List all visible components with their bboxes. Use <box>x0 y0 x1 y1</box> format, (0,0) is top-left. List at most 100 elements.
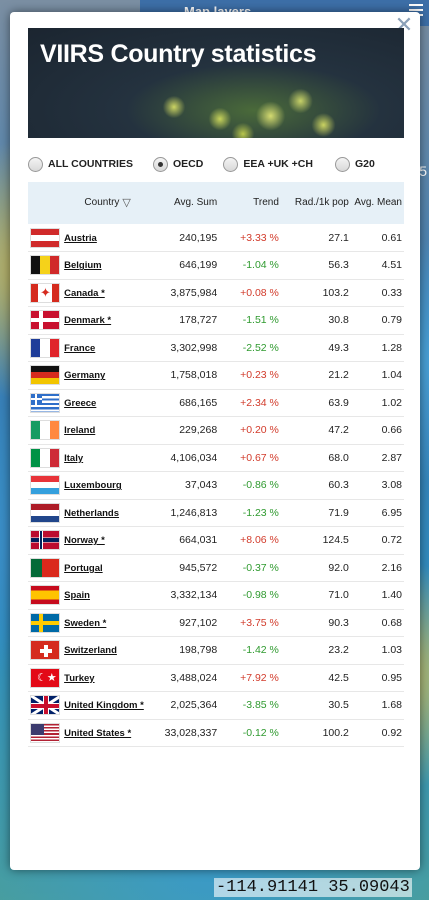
avg-sum-cell: 229,268 <box>151 416 220 445</box>
country-link[interactable]: Netherlands <box>64 507 120 519</box>
country-link[interactable]: Germany <box>64 370 106 382</box>
table-row[interactable]: United States * 33,028,337 -0.12 % 100.2 0.9… <box>28 719 404 747</box>
flag-cell <box>28 581 65 610</box>
country-link[interactable]: Belgium <box>64 260 102 272</box>
table-row[interactable]: Netherlands 1,246,813 -1.23 % 71.9 6.95 <box>28 499 404 527</box>
avg-sum-cell: 37,043 <box>151 471 220 500</box>
column-header-country[interactable]: Country ▽ <box>64 182 151 224</box>
table-row[interactable]: United Kingdom * 2,025,364 -3.85 % 30.5 1.68 <box>28 691 404 720</box>
radio-g20[interactable] <box>334 156 350 172</box>
avg-sum-cell: 3,875,984 <box>151 279 220 307</box>
table-row[interactable]: Luxembourg 37,043 -0.86 % 60.3 3.08 <box>28 471 404 500</box>
filter-oecd[interactable]: OECD <box>152 156 203 172</box>
country-link[interactable]: United States * <box>64 727 132 739</box>
flag-icon <box>30 530 60 551</box>
trend-cell: +3.33 % <box>219 224 283 252</box>
country-link[interactable]: Denmark * <box>64 315 112 327</box>
avg-sum-cell: 240,195 <box>151 224 220 252</box>
trend-cell: +7.92 % <box>219 664 283 692</box>
trend-cell: -2.52 % <box>219 334 283 362</box>
rad-pop-cell: 68.0 <box>282 444 351 472</box>
country-link[interactable]: Sweden * <box>64 617 107 629</box>
country-link[interactable]: Portugal <box>64 562 103 574</box>
rad-pop-cell: 56.3 <box>282 251 351 280</box>
avg-mean-cell: 0.92 <box>350 719 404 747</box>
trend-cell: -1.51 % <box>219 306 283 335</box>
column-header-avg-mean[interactable]: Avg. Mean <box>354 197 402 208</box>
table-row[interactable]: Switzerland 198,798 -1.42 % 23.2 1.03 <box>28 636 404 665</box>
avg-mean-cell: 0.72 <box>350 526 404 555</box>
table-row[interactable]: Norway * 664,031 +8.06 % 124.5 0.72 <box>28 526 404 555</box>
flag-icon <box>30 365 60 386</box>
filter-eea-uk-ch[interactable]: EEA +UK +CH <box>223 156 313 172</box>
filter-all-countries[interactable]: ALL COUNTRIES <box>28 156 133 172</box>
country-link[interactable]: France <box>64 342 96 354</box>
column-header-avg-sum[interactable]: Avg. Sum <box>174 197 218 208</box>
country-link[interactable]: Canada * <box>64 287 105 299</box>
flag-icon <box>30 447 60 468</box>
flag-cell <box>28 526 65 555</box>
country-cell: France <box>64 334 152 362</box>
filter-icon[interactable]: ▽ <box>122 197 131 209</box>
table-row[interactable]: Italy 4,106,034 +0.67 % 68.0 2.87 <box>28 444 404 472</box>
avg-sum-cell: 3,302,998 <box>151 334 220 362</box>
avg-sum-cell: 686,165 <box>151 389 220 417</box>
table-row[interactable]: Greece 686,165 +2.34 % 63.9 1.02 <box>28 389 404 417</box>
table-row[interactable]: Austria 240,195 +3.33 % 27.1 0.61 <box>28 224 404 252</box>
country-cell: Germany <box>64 361 152 390</box>
avg-sum-cell: 3,488,024 <box>151 664 220 692</box>
night-lights-map <box>128 83 358 138</box>
country-link[interactable]: Switzerland <box>64 645 117 657</box>
country-cell: Luxembourg <box>64 471 152 500</box>
avg-mean-cell: 1.68 <box>350 691 404 720</box>
trend-cell: -0.98 % <box>219 581 283 610</box>
flag-icon <box>30 502 60 523</box>
table-row[interactable]: ☾★ Turkey 3,488,024 +7.92 % 42.5 0.95 <box>28 664 404 692</box>
filter-g20[interactable]: G20 <box>334 156 375 172</box>
country-link[interactable]: Spain <box>64 590 90 602</box>
flag-cell <box>28 609 65 637</box>
table-row[interactable]: Spain 3,332,134 -0.98 % 71.0 1.40 <box>28 581 404 610</box>
column-header-trend[interactable]: Trend <box>253 197 279 208</box>
trend-cell: +8.06 % <box>219 526 283 555</box>
flag-cell <box>28 719 65 747</box>
flag-cell: ☾★ <box>28 664 65 692</box>
avg-mean-cell: 2.87 <box>350 444 404 472</box>
country-link[interactable]: Italy <box>64 452 84 464</box>
column-header-rad-pop[interactable]: Rad./1k pop <box>294 197 349 208</box>
flag-cell <box>28 471 65 500</box>
table-row[interactable]: ✦ Canada * 3,875,984 +0.08 % 103.2 0.33 <box>28 279 404 307</box>
country-link[interactable]: Luxembourg <box>64 480 122 492</box>
table-row[interactable]: Belgium 646,199 -1.04 % 56.3 4.51 <box>28 251 404 280</box>
rad-pop-cell: 30.5 <box>282 691 351 720</box>
table-header-row: Country ▽ Avg. Sum Trend Rad./1k pop Avg.… <box>28 182 404 224</box>
table-row[interactable]: France 3,302,998 -2.52 % 49.3 1.28 <box>28 334 404 362</box>
flag-icon <box>30 722 60 743</box>
country-link[interactable]: Turkey <box>64 672 95 684</box>
flag-cell <box>28 361 65 390</box>
table-row[interactable]: Denmark * 178,727 -1.51 % 30.8 0.79 <box>28 306 404 335</box>
trend-cell: +2.34 % <box>219 389 283 417</box>
country-link[interactable]: Austria <box>64 232 97 244</box>
statistics-table: Country ▽ Avg. Sum Trend Rad./1k pop Avg.… <box>28 182 404 747</box>
avg-sum-cell: 178,727 <box>151 306 220 335</box>
country-link[interactable]: Greece <box>64 397 97 409</box>
table-row[interactable]: Ireland 229,268 +0.20 % 47.2 0.66 <box>28 416 404 445</box>
trend-cell: -1.42 % <box>219 636 283 665</box>
country-link[interactable]: Ireland <box>64 425 96 437</box>
radio-all-countries[interactable] <box>28 156 43 172</box>
flag-cell <box>28 389 65 417</box>
table-row[interactable]: Germany 1,758,018 +0.23 % 21.2 1.04 <box>28 361 404 390</box>
avg-sum-cell: 4,106,034 <box>151 444 220 472</box>
flag-cell <box>28 691 65 720</box>
radio-eea-uk-ch[interactable] <box>223 156 239 172</box>
country-cell: Denmark * <box>64 306 152 335</box>
table-row[interactable]: Sweden * 927,102 +3.75 % 90.3 0.68 <box>28 609 404 637</box>
table-row[interactable]: Portugal 945,572 -0.37 % 92.0 2.16 <box>28 554 404 582</box>
trend-cell: +3.75 % <box>219 609 283 637</box>
country-link[interactable]: Norway * <box>64 535 105 547</box>
flag-icon <box>30 420 60 441</box>
country-link[interactable]: United Kingdom * <box>64 700 144 712</box>
filter-label: EEA +UK +CH <box>243 158 313 170</box>
radio-oecd[interactable] <box>152 156 168 172</box>
